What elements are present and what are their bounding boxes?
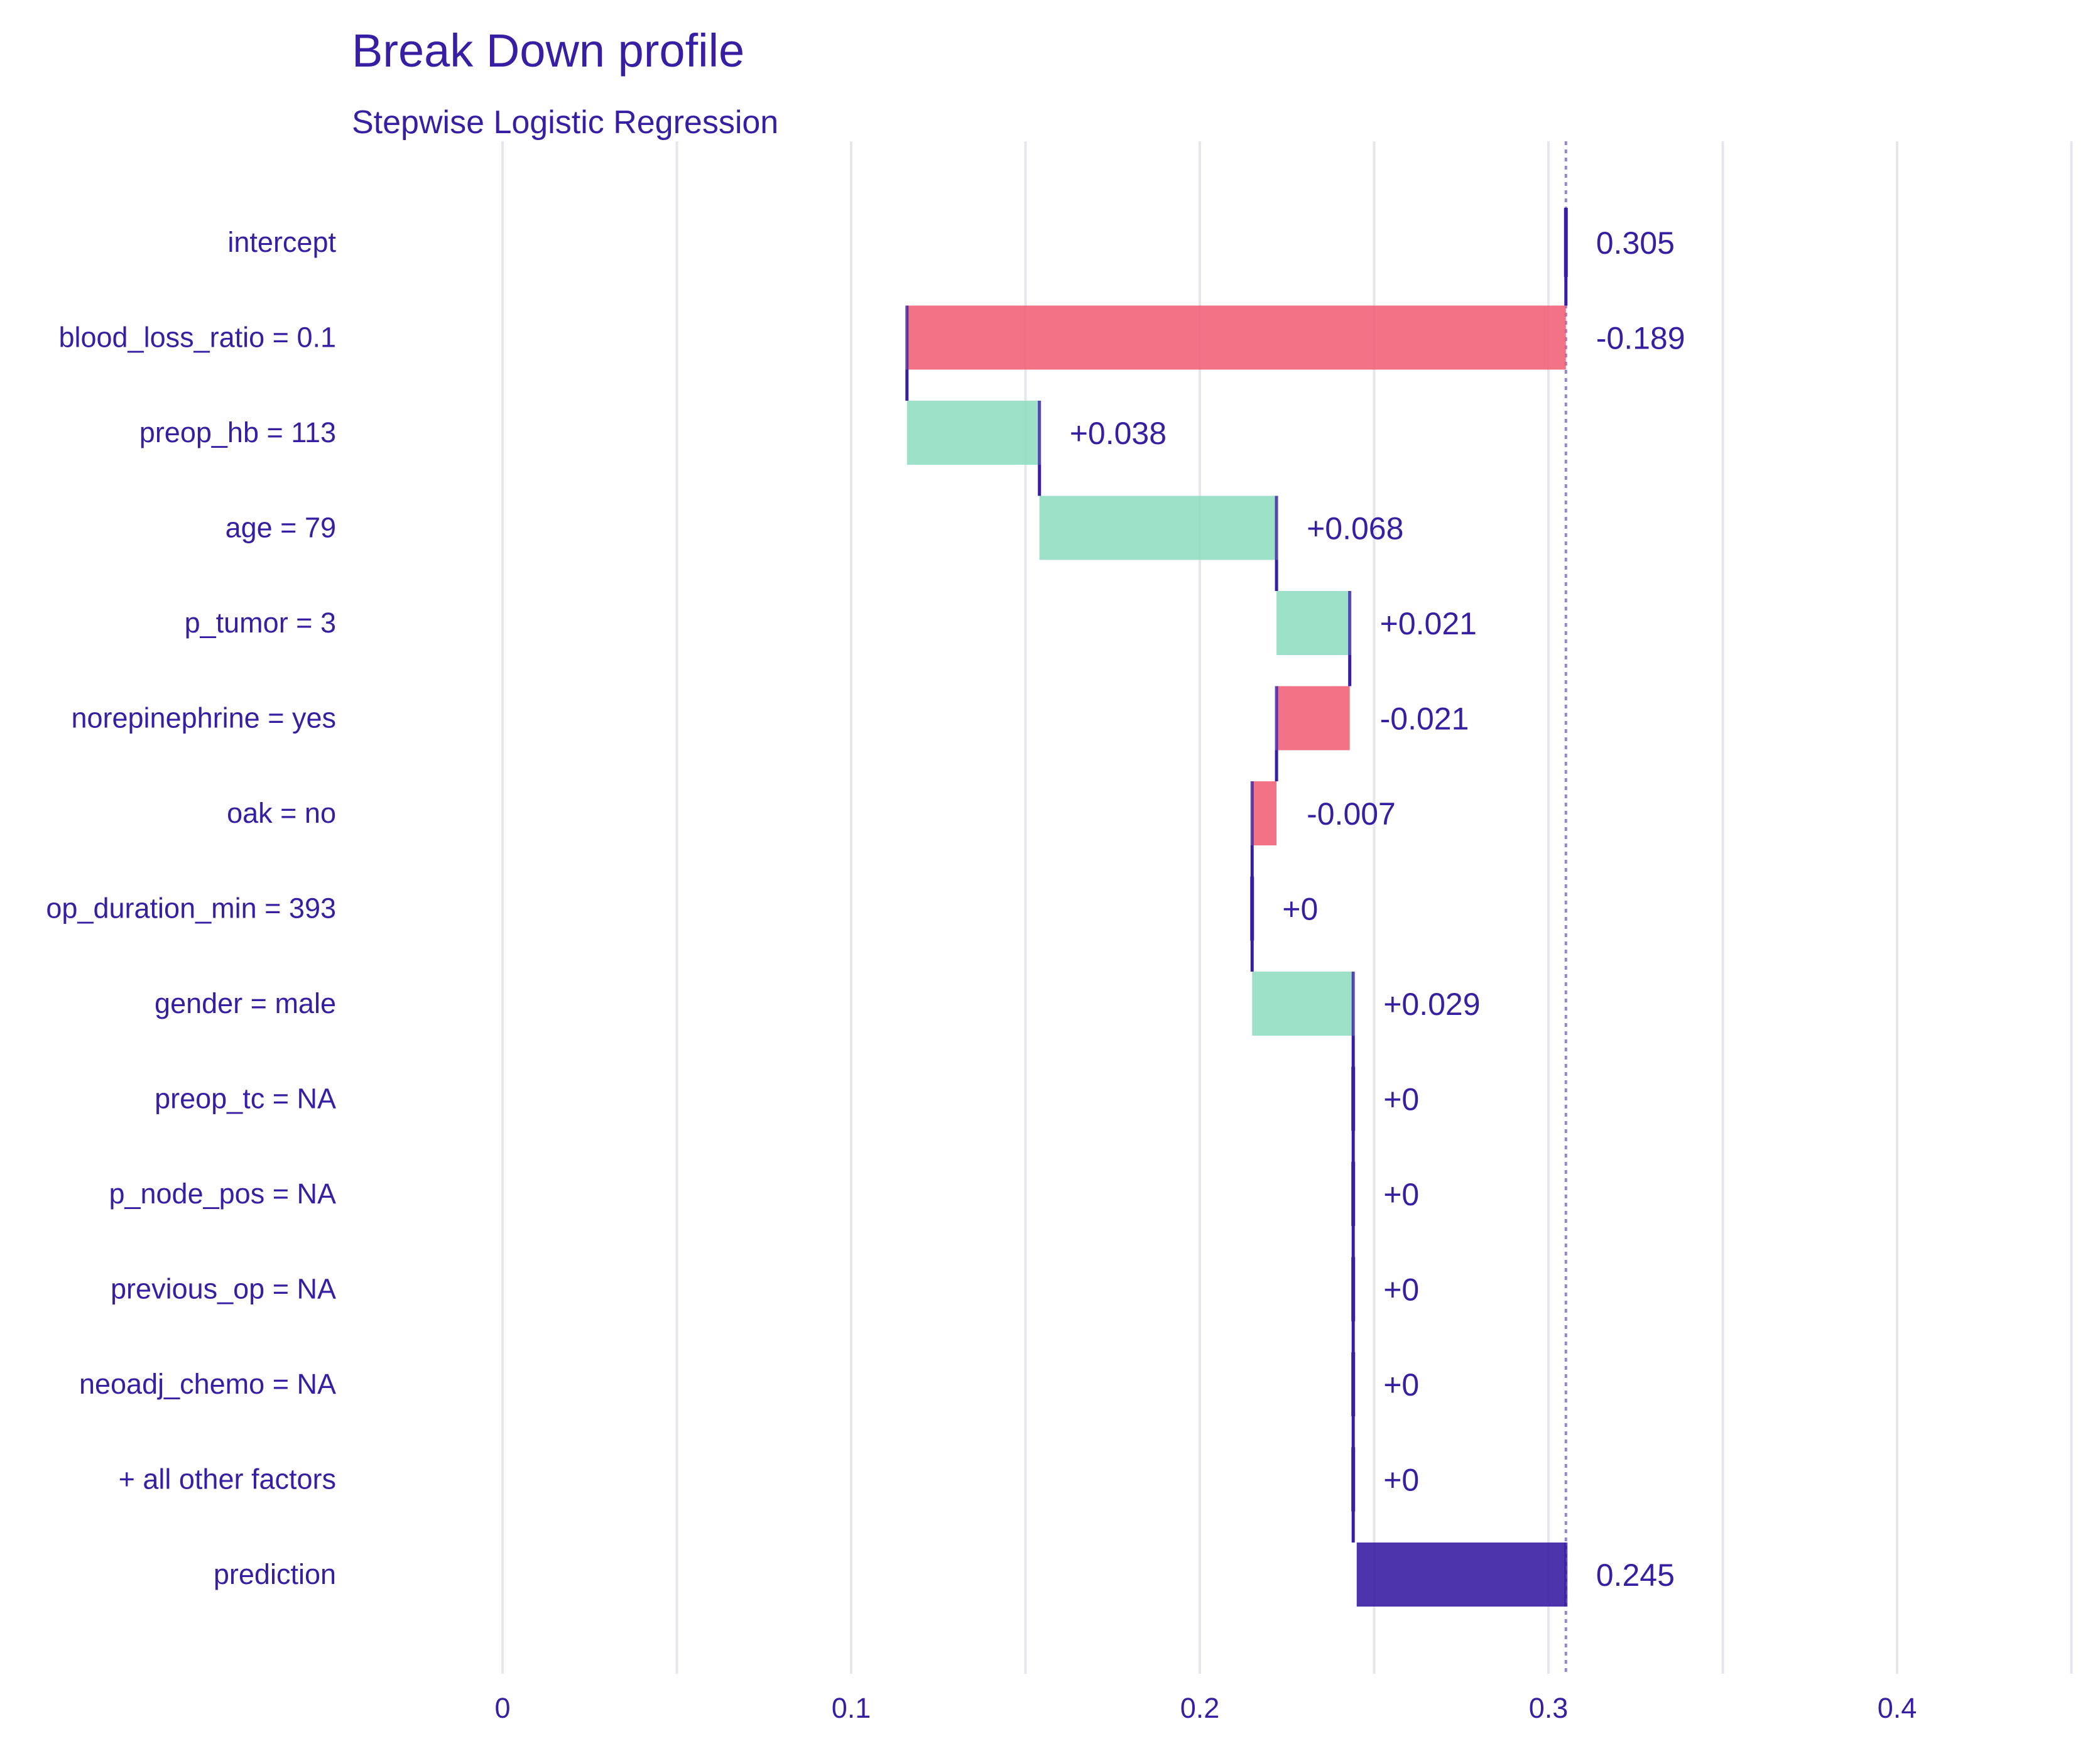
value-label: +0 [1383,1463,1419,1498]
bars [905,208,1568,1607]
row-label: + all other factors [119,1463,336,1495]
bar-positive [1252,972,1354,1036]
value-label: +0 [1383,1272,1419,1308]
bar-zero [1351,1257,1356,1321]
bar-negative [1276,686,1350,751]
row-label: op_duration_min = 393 [46,892,336,925]
value-label: +0 [1383,1177,1419,1212]
row-label: previous_op = NA [111,1273,336,1305]
row-label: p_tumor = 3 [185,607,336,639]
bar-zero [1351,1352,1356,1416]
bar-zero [1351,1066,1356,1131]
bar-negative [1252,781,1277,845]
x-axis-ticks: 0 0.1 0.2 0.3 0.4 [494,1692,1917,1724]
grid-lines [501,141,2073,1674]
x-tick-label: 0 [494,1692,510,1724]
x-tick-label: 0.1 [832,1692,871,1724]
value-label: 0.305 [1596,225,1675,261]
bar-intercept [1564,208,1568,277]
chart-title: Break Down profile [352,24,744,77]
row-label: preop_hb = 113 [139,416,336,448]
bar-prediction [1356,1543,1566,1607]
row-label: preop_tc = NA [155,1083,336,1115]
row-labels: intercept blood_loss_ratio = 0.1 preop_hb … [46,226,336,1590]
row-label: age = 79 [226,512,336,544]
value-labels: 0.305 -0.189 +0.038 +0.068 +0.021 -0.021 -0.00… [1070,225,1685,1593]
value-label: -0.189 [1596,321,1685,356]
row-label: neoadj_chemo = NA [79,1368,336,1400]
row-label: blood_loss_ratio = 0.1 [58,322,336,354]
value-label: +0.029 [1383,987,1480,1022]
x-tick-label: 0.3 [1529,1692,1569,1724]
row-label: intercept [227,226,336,258]
row-label: oak = no [227,797,336,829]
connectors [905,274,1568,1543]
value-label: 0.245 [1596,1558,1675,1593]
value-label: +0 [1282,892,1318,927]
row-label: p_node_pos = NA [109,1178,336,1210]
x-tick-label: 0.2 [1180,1692,1220,1724]
value-label: +0.038 [1070,416,1167,451]
value-label: +0 [1383,1082,1419,1117]
bar-positive [1039,496,1277,560]
value-label: +0.021 [1380,606,1477,641]
bar-zero [1351,1162,1356,1226]
row-label: norepinephrine = yes [71,702,336,734]
row-label: gender = male [155,987,336,1019]
x-tick-label: 0.4 [1878,1692,1917,1724]
chart-subtitle: Stepwise Logistic Regression [352,104,778,141]
bar-negative [906,305,1566,370]
row-label: prediction [214,1558,336,1590]
bar-zero [1250,876,1254,941]
bar-positive [1276,591,1350,655]
value-label: -0.007 [1307,796,1396,832]
value-label: +0 [1383,1367,1419,1402]
value-label: +0.068 [1307,511,1403,546]
bar-positive [906,401,1040,465]
bar-zero [1351,1447,1356,1512]
value-label: -0.021 [1380,702,1469,737]
